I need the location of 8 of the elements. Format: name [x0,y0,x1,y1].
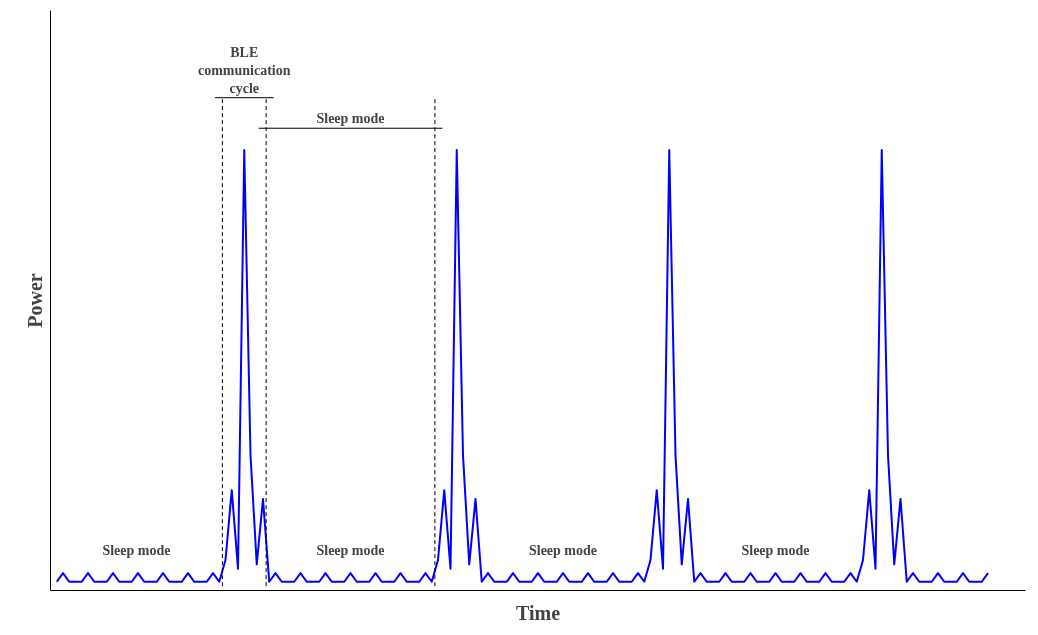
annotation: Sleep mode [528,542,598,558]
y-axis-title: Power [23,273,46,328]
annotation: Sleep mode [316,542,385,558]
text: Sleep mode [316,111,385,127]
x-axis-title: Time [515,601,561,624]
annotation: Sleep mode [741,542,810,558]
text: BLE communication cycle [197,44,291,96]
annotation: Sleep mode [102,542,171,558]
